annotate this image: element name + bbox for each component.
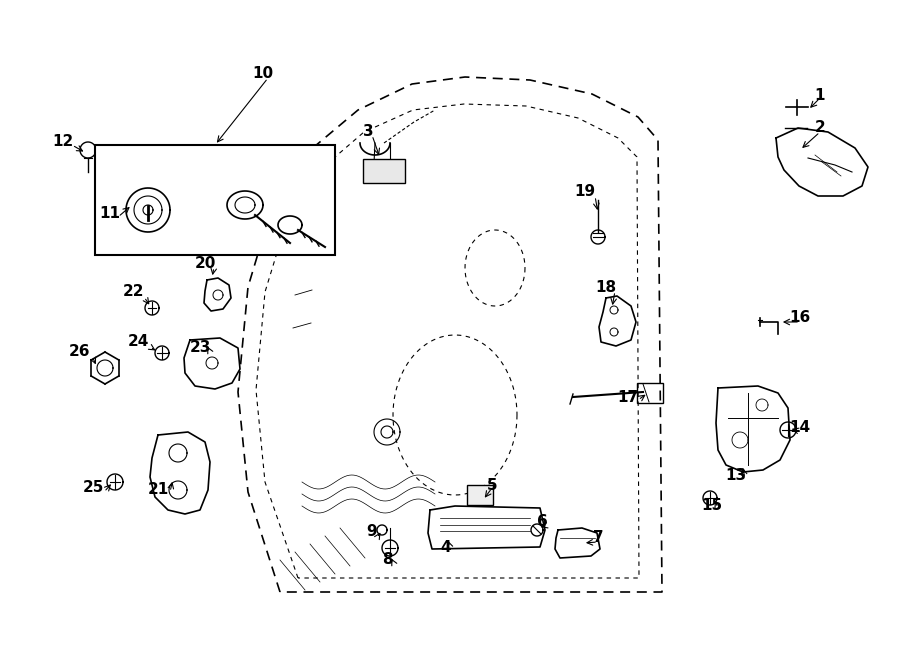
FancyBboxPatch shape [467, 485, 493, 505]
Text: 24: 24 [127, 334, 148, 350]
Text: 9: 9 [366, 524, 377, 539]
Text: 14: 14 [789, 420, 811, 436]
Text: 11: 11 [100, 206, 121, 221]
Text: 20: 20 [194, 256, 216, 270]
Text: 13: 13 [725, 467, 747, 483]
Text: 10: 10 [252, 65, 274, 81]
Text: 25: 25 [82, 481, 104, 496]
Text: 12: 12 [52, 134, 74, 149]
Text: 4: 4 [441, 541, 451, 555]
Text: 8: 8 [382, 553, 392, 568]
Text: 26: 26 [69, 344, 91, 360]
Text: 22: 22 [122, 284, 144, 299]
Text: 1: 1 [814, 87, 825, 102]
Text: 5: 5 [487, 477, 498, 492]
Text: 6: 6 [536, 514, 547, 529]
Text: 19: 19 [574, 184, 596, 200]
Text: 23: 23 [189, 340, 211, 356]
Text: 15: 15 [701, 498, 723, 512]
Text: 18: 18 [596, 280, 617, 295]
Text: 17: 17 [617, 391, 639, 405]
Text: 2: 2 [814, 120, 825, 136]
Text: 3: 3 [363, 124, 374, 139]
FancyBboxPatch shape [95, 145, 335, 255]
Text: 21: 21 [148, 483, 168, 498]
Text: 16: 16 [789, 311, 811, 325]
Text: 7: 7 [593, 531, 603, 545]
FancyBboxPatch shape [363, 159, 405, 183]
